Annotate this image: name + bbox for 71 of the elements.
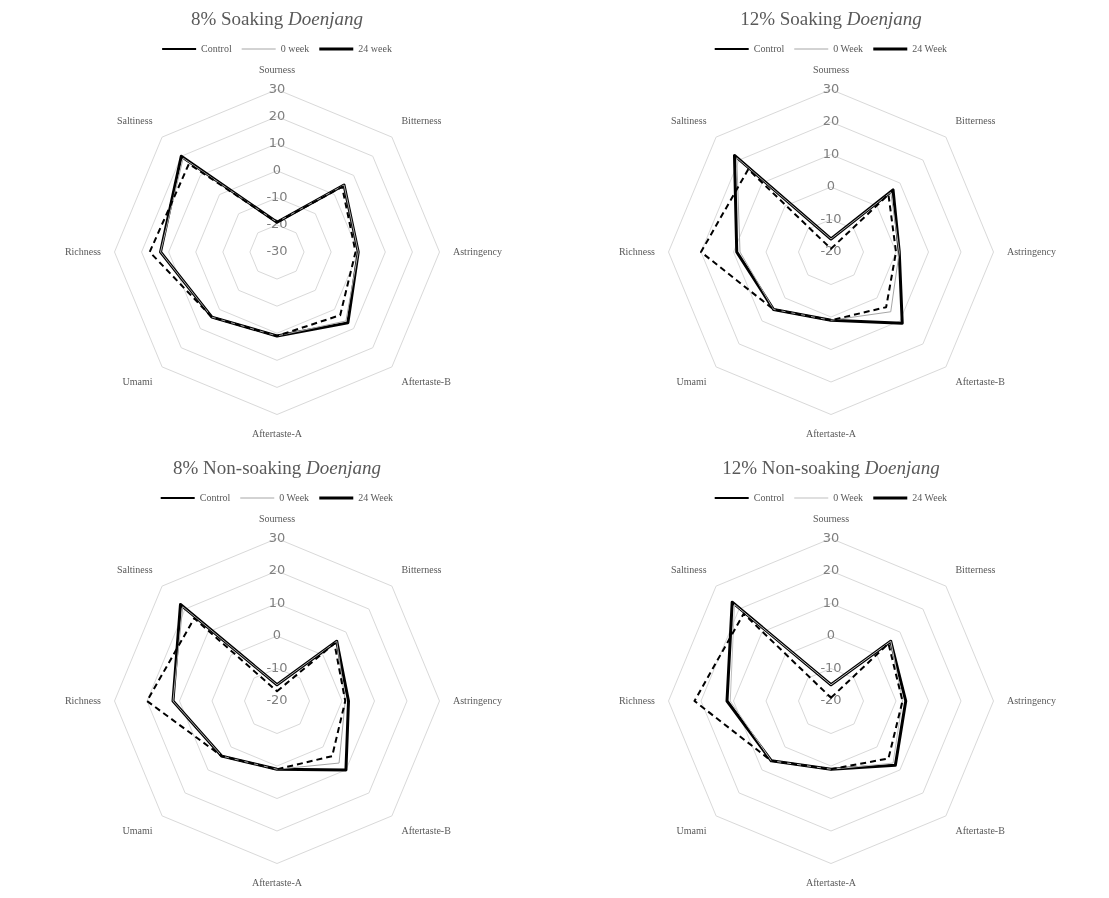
- y-tick-label: 0: [272, 162, 282, 178]
- spoke-label: Bitterness: [401, 115, 442, 127]
- spoke-label: Bitterness: [401, 564, 442, 576]
- spoke-label: Astringency: [1007, 245, 1056, 257]
- spoke-label: Saltiness: [670, 115, 707, 127]
- y-tick-label: 20: [268, 562, 286, 578]
- chart-title: 8% Non-soaking Doenjang: [173, 457, 381, 478]
- spoke-label: Astringency: [1007, 694, 1056, 706]
- y-tick-label: -20: [266, 692, 288, 708]
- legend-label: 24 Week: [912, 42, 948, 54]
- chart-title: 8% Soaking Doenjang: [190, 8, 364, 29]
- legend-label: 0 week: [280, 42, 310, 54]
- spoke-label: Sourness: [258, 63, 296, 75]
- spoke-label: Astringency: [453, 694, 502, 706]
- y-tick-label: -20: [820, 243, 842, 259]
- legend-label: 24 Week: [358, 491, 394, 503]
- spoke-label: Aftertaste-A: [806, 427, 857, 439]
- spoke-label: Astringency: [453, 245, 502, 257]
- legend-label: 24 week: [358, 42, 392, 54]
- spoke-label: Umami: [122, 376, 153, 388]
- spoke-label: Saltiness: [670, 564, 707, 576]
- spoke-label: Aftertaste-B: [401, 825, 452, 837]
- y-tick-label: 0: [272, 627, 282, 643]
- chart-title: 12% Soaking Doenjang: [740, 8, 922, 29]
- spoke-label: Aftertaste-B: [955, 376, 1006, 388]
- y-tick-label: -10: [820, 210, 842, 226]
- spoke-label: Aftertaste-A: [252, 427, 303, 439]
- spoke-label: Aftertaste-B: [401, 376, 452, 388]
- y-tick-label: -30: [266, 243, 288, 259]
- legend-label: Control: [201, 42, 232, 54]
- spoke-label: Richness: [618, 694, 656, 706]
- spoke-label: Aftertaste-A: [252, 876, 303, 888]
- spoke-label: Saltiness: [116, 115, 153, 127]
- spoke-label: Umami: [676, 376, 707, 388]
- spoke-label: Richness: [64, 245, 102, 257]
- y-tick-label: 20: [268, 107, 286, 123]
- spoke-label: Richness: [64, 694, 102, 706]
- y-tick-label: 10: [268, 135, 286, 151]
- legend-label: 0 Week: [279, 491, 310, 503]
- spoke-label: Umami: [122, 825, 153, 837]
- y-tick-label: 10: [268, 594, 286, 610]
- y-tick-label: 30: [822, 529, 840, 545]
- legend-label: Control: [199, 491, 231, 503]
- spoke-label: Aftertaste-B: [955, 825, 1006, 837]
- legend-label: 0 Week: [833, 491, 864, 503]
- spoke-label: Umami: [676, 825, 707, 837]
- spoke-label: Sourness: [812, 63, 850, 75]
- spoke-label: Richness: [618, 245, 656, 257]
- spoke-label: Sourness: [812, 512, 850, 524]
- y-tick-label: 0: [826, 627, 836, 643]
- legend-label: 24 Week: [912, 491, 948, 503]
- legend-label: Control: [753, 491, 785, 503]
- spoke-label: Bitterness: [955, 115, 996, 127]
- chart-title: 12% Non-soaking Doenjang: [722, 457, 940, 478]
- y-tick-label: 20: [822, 113, 840, 129]
- y-tick-label: -10: [820, 659, 842, 675]
- y-tick-label: 10: [822, 594, 840, 610]
- y-tick-label: -10: [266, 189, 288, 205]
- y-tick-label: 0: [826, 178, 836, 194]
- spoke-label: Bitterness: [955, 564, 996, 576]
- spoke-label: Aftertaste-A: [806, 876, 857, 888]
- spoke-label: Sourness: [258, 512, 296, 524]
- y-tick-label: 20: [822, 562, 840, 578]
- legend-label: Control: [753, 42, 785, 54]
- y-tick-label: 10: [822, 145, 840, 161]
- y-tick-label: 30: [268, 529, 286, 545]
- y-tick-label: 30: [822, 80, 840, 96]
- y-tick-label: 30: [268, 80, 286, 96]
- y-tick-label: -10: [266, 659, 288, 675]
- spoke-label: Saltiness: [116, 564, 153, 576]
- legend-label: 0 Week: [833, 42, 864, 54]
